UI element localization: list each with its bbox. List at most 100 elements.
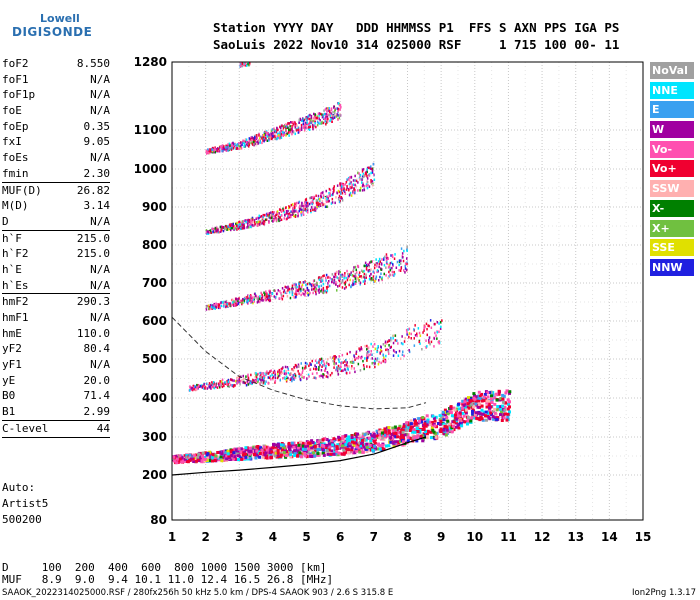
echo-point — [387, 276, 389, 280]
echo-point — [272, 442, 276, 446]
echo-point — [366, 348, 368, 351]
echo-point — [229, 226, 231, 229]
echo-point — [462, 414, 466, 418]
echo-point — [499, 410, 503, 414]
echo-point — [294, 210, 296, 213]
echo-point — [351, 184, 353, 187]
echo-point — [352, 283, 354, 287]
echo-point — [282, 290, 285, 294]
echo-point — [218, 147, 221, 151]
echo-point — [316, 203, 318, 206]
echo-point — [312, 287, 315, 291]
echo-point — [335, 445, 339, 449]
echo-point — [474, 402, 478, 406]
echo-point — [387, 257, 389, 260]
echo-point — [341, 275, 344, 278]
param-value: N/A — [90, 358, 110, 372]
echo-point — [320, 361, 323, 364]
echo-point — [244, 62, 247, 66]
echo-point — [488, 409, 492, 413]
y-tick-label: 300 — [142, 430, 167, 444]
echo-point — [231, 384, 233, 387]
echo-point — [247, 381, 249, 385]
echo-point — [374, 263, 376, 267]
echo-point — [241, 448, 245, 452]
echo-point — [282, 126, 285, 130]
echo-point — [362, 168, 365, 171]
param-name: h`F2 — [2, 247, 29, 261]
echo-point — [207, 384, 210, 387]
echo-point — [446, 410, 449, 414]
echo-point — [425, 345, 427, 349]
echo-point — [407, 328, 409, 331]
y-tick-label: 600 — [142, 314, 167, 328]
echo-point — [421, 434, 425, 438]
echo-point — [248, 452, 251, 456]
echo-point — [235, 304, 237, 307]
echo-point — [291, 368, 293, 371]
echo-point — [415, 424, 419, 428]
echo-point — [248, 456, 252, 460]
echo-point — [273, 369, 276, 373]
echo-point — [343, 187, 345, 190]
echo-point — [278, 449, 282, 453]
echo-point — [229, 450, 233, 454]
echo-point — [304, 128, 306, 131]
echo-point — [274, 130, 277, 133]
echo-point — [263, 453, 267, 457]
echo-point — [241, 62, 243, 65]
echo-point — [290, 441, 294, 445]
echo-point — [320, 280, 322, 283]
echo-point — [287, 445, 291, 449]
param-row: C-level 44 — [2, 419, 110, 437]
echo-point — [372, 184, 374, 187]
echo-point — [318, 198, 321, 201]
echo-point — [333, 186, 335, 190]
echo-point — [302, 120, 305, 123]
echo-point — [337, 451, 341, 455]
echo-point — [198, 385, 201, 388]
echo-point — [306, 208, 309, 212]
echo-point — [472, 416, 476, 420]
echo-point — [279, 453, 283, 457]
echo-point — [223, 384, 225, 388]
echo-point — [216, 226, 218, 229]
echo-point — [409, 422, 413, 426]
echo-point — [337, 277, 340, 280]
echo-point — [307, 204, 309, 208]
legend-item: SSW — [650, 180, 694, 198]
echo-point — [296, 450, 300, 454]
echo-point — [316, 115, 319, 118]
echo-point — [312, 208, 314, 212]
echo-point — [353, 438, 356, 442]
echo-point — [244, 455, 248, 459]
echo-point — [506, 412, 510, 416]
echo-point — [284, 291, 287, 294]
echo-point — [215, 305, 217, 309]
echo-point — [191, 387, 194, 390]
echo-point — [434, 322, 436, 326]
echo-point — [311, 441, 315, 444]
echo-point — [446, 419, 450, 423]
echo-point — [324, 120, 326, 123]
echo-point — [299, 373, 301, 376]
echo-point — [213, 304, 215, 307]
echo-point — [242, 453, 245, 457]
echo-point — [357, 276, 359, 280]
param-value: 2.99 — [83, 405, 111, 419]
echo-point — [284, 372, 286, 376]
echo-point — [313, 197, 315, 200]
echo-point — [445, 430, 449, 434]
echo-point — [254, 376, 257, 379]
echo-point — [308, 281, 310, 285]
echo-point — [359, 173, 362, 177]
echo-point — [360, 441, 364, 445]
echo-point — [276, 137, 278, 141]
echo-point — [393, 350, 396, 353]
echo-point — [285, 130, 287, 133]
echo-point — [426, 345, 428, 348]
echo-point — [280, 369, 282, 372]
echo-point — [236, 147, 238, 150]
param-value: N/A — [90, 151, 110, 165]
echo-point — [292, 211, 294, 215]
